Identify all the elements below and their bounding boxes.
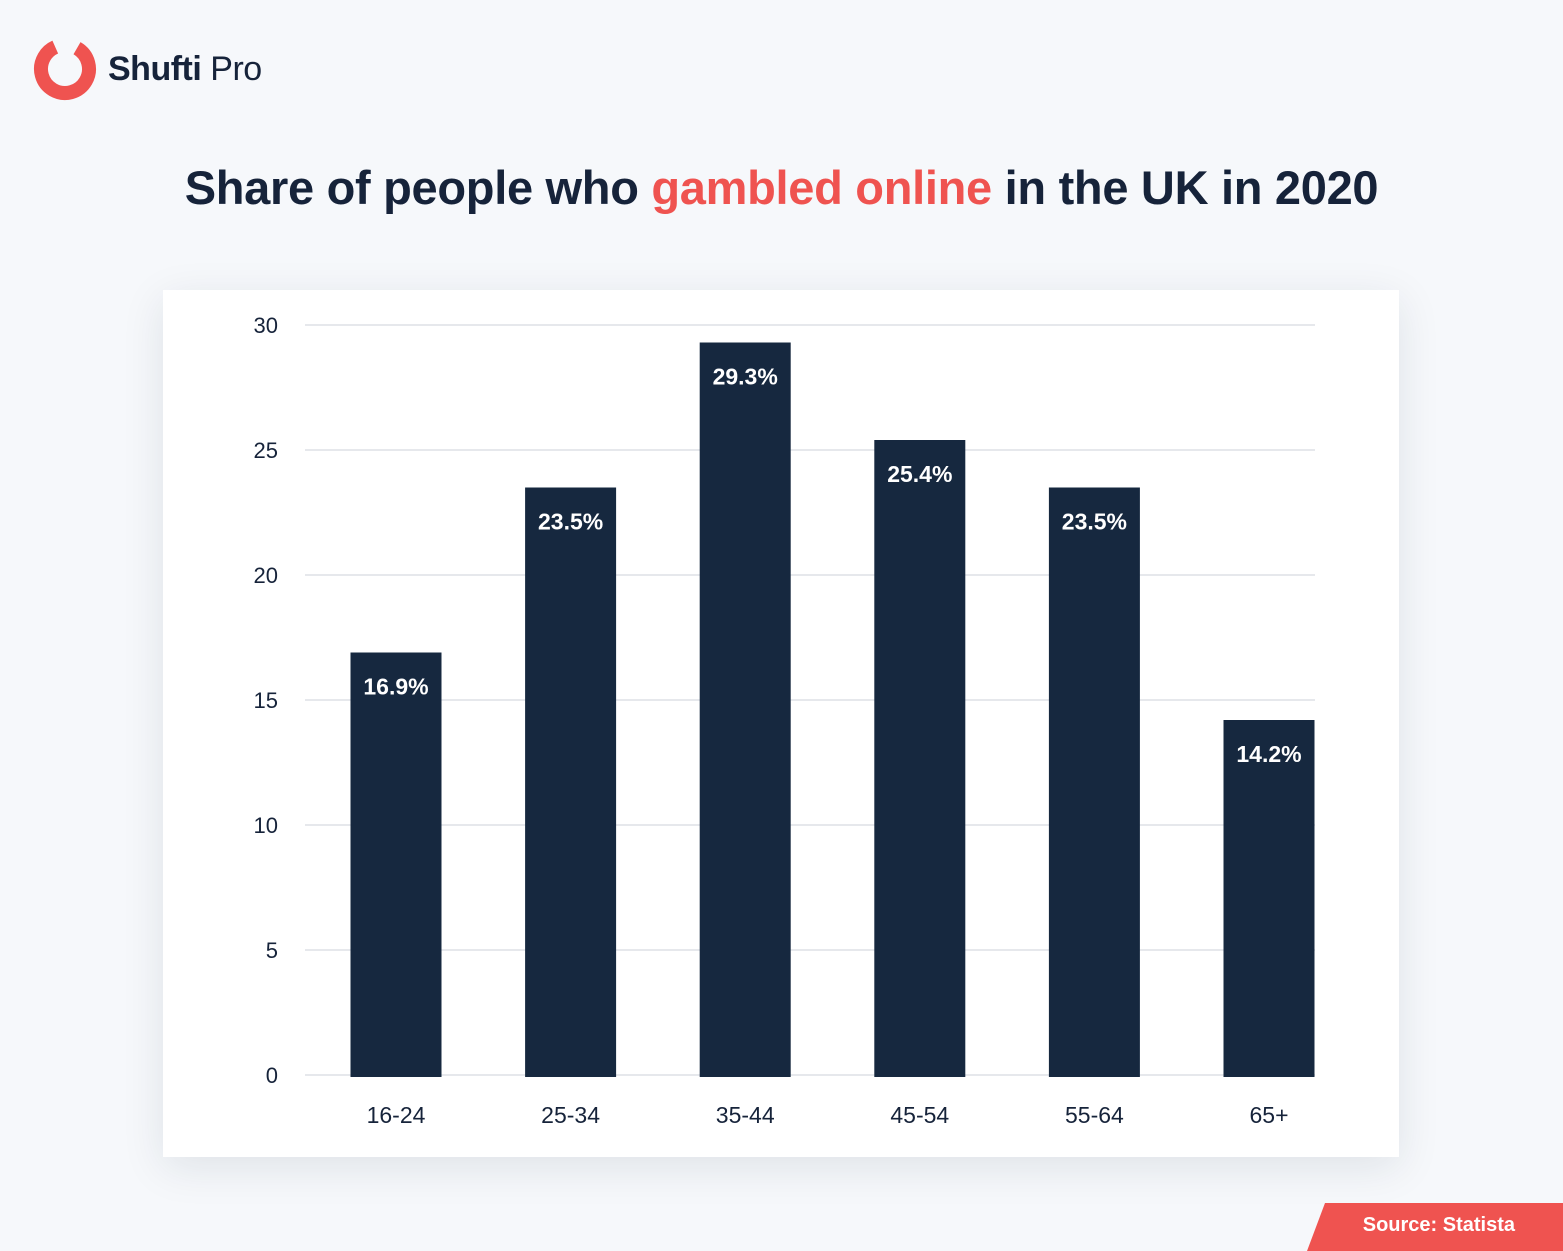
data-label: 29.3%: [713, 364, 778, 390]
y-tick-label: 25: [254, 438, 278, 463]
shufti-pro-logo-icon: [34, 38, 96, 100]
x-tick-label: 25-34: [541, 1102, 600, 1128]
source-text: Source: Statista: [1362, 1214, 1515, 1236]
y-tick-label: 10: [254, 813, 278, 838]
chart-title-end: in the UK in 2020: [991, 161, 1379, 214]
x-axis: 16-24 25-34 35-44 45-54 55-64 65+: [367, 1102, 1289, 1128]
data-labels-layer: 16.9% 23.5% 29.3% 25.4% 23.5% 14.2%: [363, 364, 1301, 768]
source-badge: Source: Statista: [1307, 1203, 1563, 1251]
source-badge-background: [1307, 1203, 1563, 1251]
bar-35-44: [699, 342, 791, 1077]
y-axis: 0 5 10 15 20 25 30: [254, 313, 278, 1088]
bar-25-34: [525, 487, 617, 1077]
x-tick-label: 65+: [1249, 1102, 1288, 1128]
bar-chart: 0 5 10 15 20 25 30 16.9% 23.5% 29.3% 25.4% 23.5% 14…: [254, 313, 1315, 1128]
data-label: 14.2%: [1236, 741, 1301, 767]
data-label: 25.4%: [887, 461, 952, 487]
chart-title-start: Share of people who: [184, 161, 652, 214]
bar-65-plus: [1223, 720, 1315, 1077]
data-label: 23.5%: [538, 509, 603, 535]
chart-title: Share of people who gambled online in th…: [0, 160, 1563, 215]
chart-card: 0 5 10 15 20 25 30 16.9% 23.5% 29.3% 25.4% 23.5% 14…: [163, 290, 1399, 1157]
y-tick-label: 15: [254, 688, 278, 713]
data-label: 16.9%: [363, 674, 428, 700]
brand-name: Shufti Pro: [108, 50, 262, 89]
chart-title-highlight: gambled online: [651, 161, 992, 214]
brand-name-light: Pro: [210, 49, 262, 88]
bar-55-64: [1048, 487, 1140, 1077]
bar-16-24: [350, 652, 442, 1077]
y-tick-label: 20: [254, 563, 278, 588]
x-tick-label: 45-54: [890, 1102, 949, 1128]
data-label: 23.5%: [1062, 509, 1127, 535]
y-tick-label: 0: [266, 1063, 278, 1088]
x-tick-label: 55-64: [1065, 1102, 1124, 1128]
bar-45-54: [874, 440, 966, 1077]
grid-layer: [305, 324, 1315, 1076]
bars-layer: [350, 342, 1315, 1077]
x-tick-label: 16-24: [367, 1102, 426, 1128]
brand-logo: Shufti Pro: [32, 34, 262, 104]
y-tick-label: 30: [254, 313, 278, 338]
brand-name-bold: Shufti: [108, 49, 202, 88]
x-tick-label: 35-44: [716, 1102, 775, 1128]
y-tick-label: 5: [266, 938, 278, 963]
